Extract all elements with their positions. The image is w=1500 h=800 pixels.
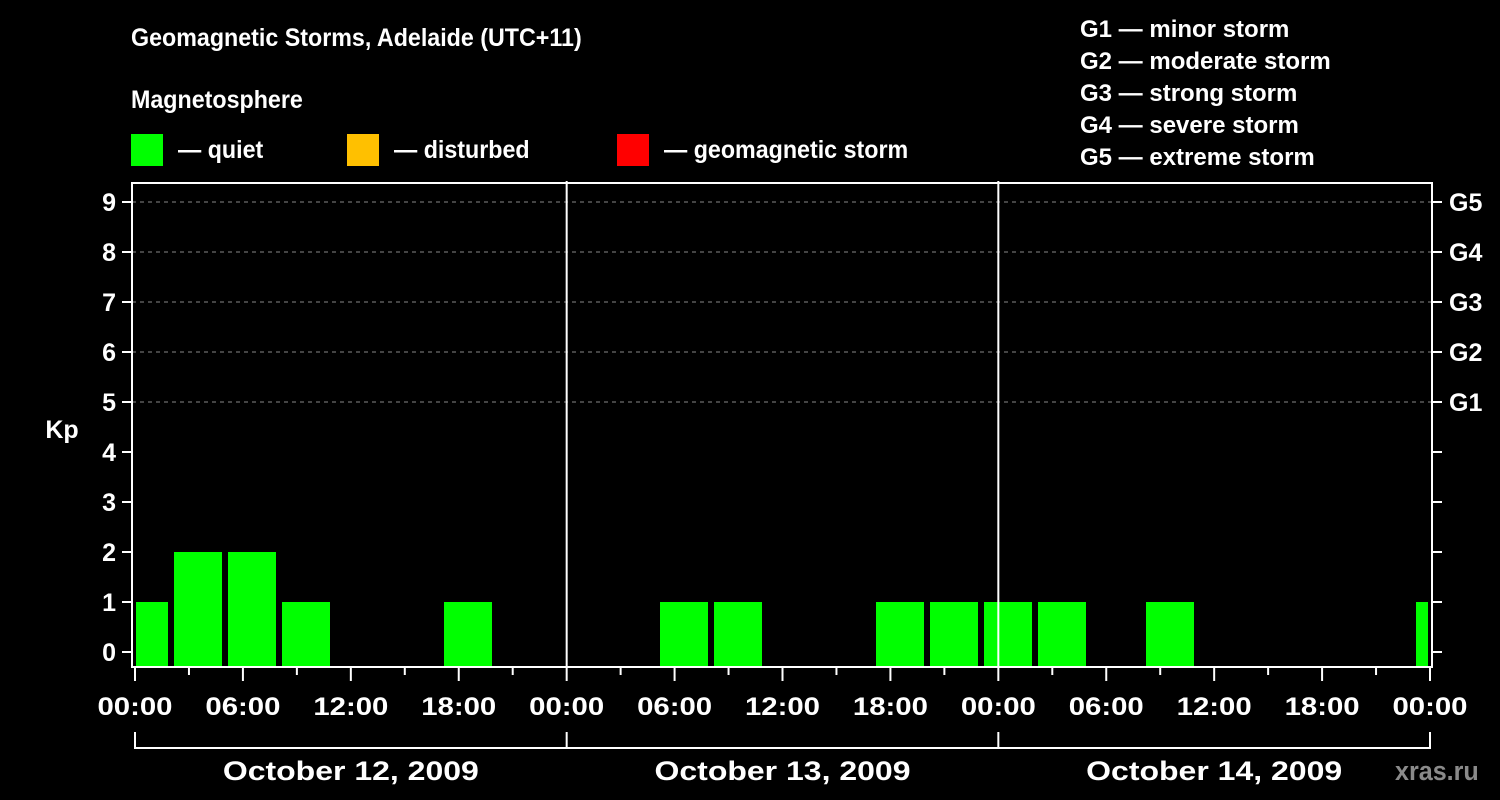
kp-bar [714,602,762,667]
kp-bar [136,602,168,667]
storm-level-label: G2 [1449,339,1482,367]
legend-swatch-storm [617,134,649,166]
legend-item-disturbed: — disturbed [347,134,540,166]
x-tick-label: 18:00 [1285,693,1360,721]
chart-subtitle: Magnetosphere [131,86,303,114]
kp-bar [282,602,330,667]
storm-level-label: G3 [1449,289,1482,317]
kp-bar [660,602,708,667]
gridlines [132,201,1432,403]
storm-level-label: G4 [1449,239,1482,267]
x-tick-label: 00:00 [961,693,1036,721]
kp-bar [876,602,924,667]
legend-swatch-quiet [131,134,163,166]
y-axis: 0 1 2 3 4 5 6 7 8 9 [102,189,132,667]
kp-bar [1038,602,1086,667]
x-tick-label: 12:00 [1177,693,1252,721]
kp-bar [930,602,978,667]
x-tick-label: 06:00 [205,693,280,721]
x-tick-label: 00:00 [98,693,173,721]
watermark: xras.ru [1395,756,1479,786]
x-tick-label: 06:00 [637,693,712,721]
x-tick-label: 18:00 [853,693,928,721]
x-tick-label: 12:00 [745,693,820,721]
legend-item-quiet: — quiet [131,134,270,166]
x-tick-label: 00:00 [1393,693,1468,721]
x-tick-label: 00:00 [529,693,604,721]
date-label: October 14, 2009 [1086,756,1342,786]
storm-scale-g1: G1 — minor storm [1080,16,1290,43]
kp-bar [1416,602,1428,667]
x-tick-label: 12:00 [313,693,388,721]
storm-level-label: G5 [1449,189,1482,217]
y-tick-label: 8 [102,239,116,267]
storm-scale-g2: G2 — moderate storm [1080,48,1331,75]
kp-bar [1146,602,1194,667]
date-label: October 12, 2009 [223,756,479,786]
storm-scale-g5: G5 — extreme storm [1080,144,1315,171]
kp-bar [984,602,1032,667]
y-tick-label: 2 [102,539,116,567]
y-axis-label: Kp [45,416,78,444]
kp-bar [228,552,276,667]
x-tick-label: 18:00 [421,693,496,721]
y-tick-label: 0 [102,639,116,667]
y-tick-label: 4 [102,439,116,467]
legend-label-storm: — geomagnetic storm [664,135,909,164]
legend-swatch-disturbed [347,134,379,166]
y-tick-label: 3 [102,489,116,517]
kp-bar [444,602,492,667]
kp-bars [136,552,1428,667]
storm-scale-g3: G3 — strong storm [1080,80,1298,107]
legend-item-storm: — geomagnetic storm [617,134,927,166]
storm-level-label: G1 [1449,389,1482,417]
y-tick-label: 5 [102,389,116,417]
x-axis: 00:00 06:00 12:00 18:00 00:00 06:00 12:00 18:00… [98,667,1468,786]
legend-label-disturbed: — disturbed [394,135,530,164]
plot-frame [131,181,1433,668]
storm-level-axis: G1 G2 G3 G4 G5 [1432,189,1482,653]
storm-scale-g4: G4 — severe storm [1080,112,1299,139]
date-label: October 13, 2009 [655,756,911,786]
chart-title: Geomagnetic Storms, Adelaide (UTC+11) [131,24,582,52]
y-tick-label: 9 [102,189,116,217]
y-tick-label: 6 [102,339,116,367]
y-tick-label: 7 [102,289,116,317]
x-tick-label: 06:00 [1069,693,1144,721]
kp-bar [174,552,222,667]
storm-scale-legend: G1 — minor storm G2 — moderate storm G3 … [1080,14,1331,174]
y-tick-label: 1 [102,589,116,617]
legend-label-quiet: — quiet [178,135,264,164]
